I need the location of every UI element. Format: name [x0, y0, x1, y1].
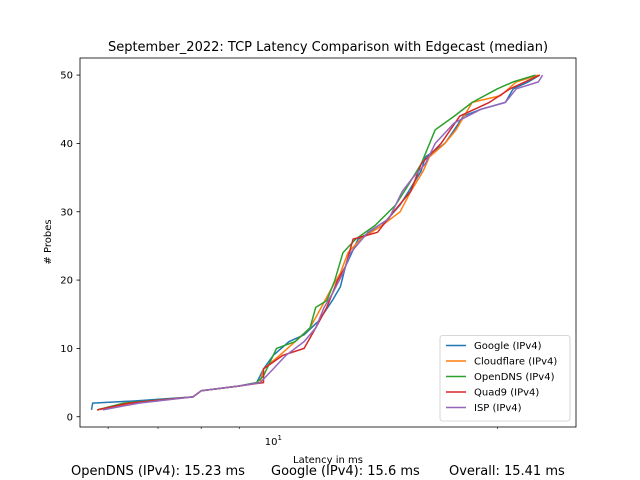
footer-google: Google (IPv4): 15.6 ms — [271, 464, 420, 479]
y-tick-label: 30 — [60, 207, 73, 218]
chart-title: September_2022: TCP Latency Comparison w… — [108, 40, 548, 55]
y-axis-label: # Probes — [43, 219, 54, 264]
legend-label: Cloudflare (IPv4) — [474, 357, 557, 368]
x-tick-label: 101 — [265, 434, 282, 448]
footer-opendns: OpenDNS (IPv4): 15.23 ms — [71, 464, 245, 479]
x-axis-label: Latency in ms — [293, 455, 363, 466]
legend: Google (IPv4) Cloudflare (IPv4) OpenDNS (I… — [439, 335, 571, 422]
legend-label: Google (IPv4) — [474, 341, 542, 352]
y-tick-label: 40 — [60, 139, 73, 150]
y-tick-label: 0 — [67, 412, 73, 423]
legend-label: ISP (IPv4) — [474, 403, 522, 414]
y-tick-label: 20 — [60, 276, 73, 287]
footer-overall: Overall: 15.41 ms — [449, 464, 565, 479]
series-layer — [90, 74, 544, 411]
series-line-5 — [102, 74, 544, 411]
y-axis: 0 10 20 30 40 50 — [60, 71, 80, 423]
legend-box — [439, 335, 571, 422]
y-tick-label: 50 — [60, 71, 73, 82]
legend-label: OpenDNS (IPv4) — [474, 372, 555, 383]
legend-label: Quad9 (IPv4) — [474, 388, 539, 399]
y-tick-label: 10 — [60, 344, 73, 355]
x-axis: 101 — [107, 427, 498, 448]
plot-frame — [79, 57, 577, 428]
